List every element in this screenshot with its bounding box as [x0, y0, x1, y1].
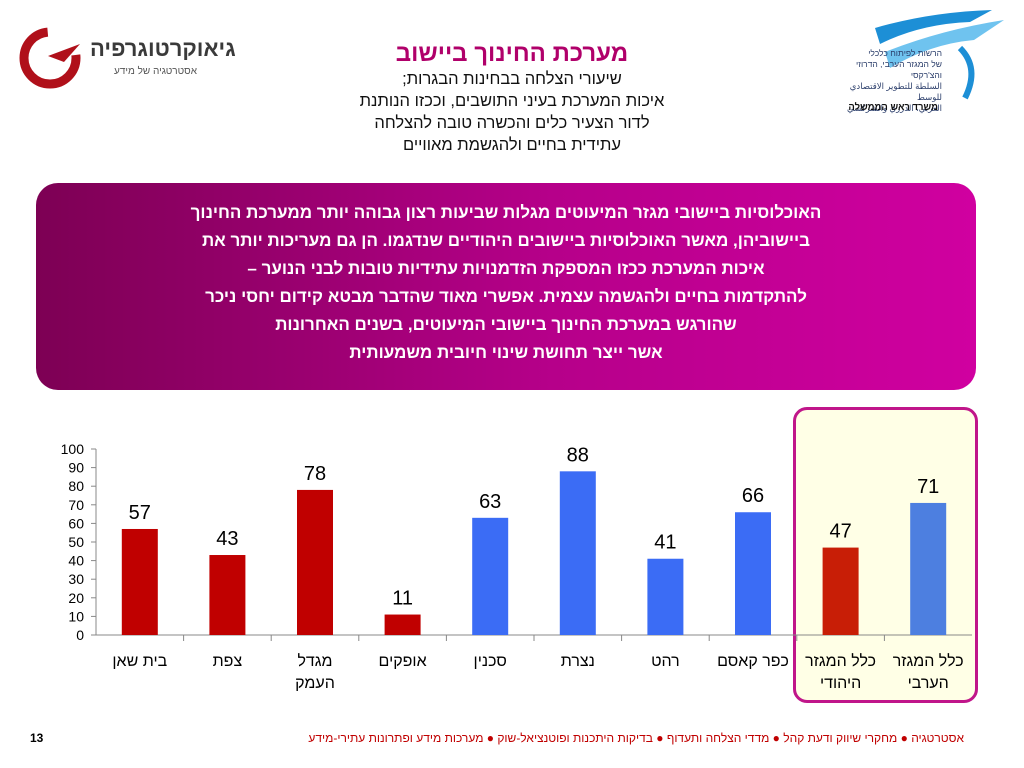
- bar: [472, 517, 509, 635]
- logo-brand-text: גיאוקרטוגרפיה: [90, 36, 236, 61]
- footer-services: אסטרטגיה ● מחקרי שיווק ודעת קהל ● מדדי ה…: [308, 731, 964, 745]
- bar: [121, 528, 158, 635]
- bar: [209, 555, 246, 635]
- category-label: הערבי: [908, 675, 949, 692]
- summary-line: האוכלוסיות ביישובי מגזר המיעוטים מגלות ש…: [190, 203, 822, 222]
- geocartography-logo: גיאוקרטוגרפיה אסטרטגיה של מידע: [18, 22, 248, 92]
- bar: [297, 489, 333, 635]
- y-tick-label: 60: [68, 515, 84, 531]
- data-label: 41: [654, 532, 676, 554]
- subtitle-line: עתידית בחיים ולהגשמת מאוויים: [403, 136, 621, 154]
- data-label: 57: [129, 502, 151, 524]
- summary-line: ביישוביהן, מאשר האוכלוסיות ביישובים היהו…: [201, 231, 811, 250]
- bar: [822, 547, 859, 635]
- logo-tagline: אסטרטגיה של מידע: [114, 66, 197, 77]
- category-label: כלל המגזר: [805, 652, 876, 670]
- subtitle-line: שיעורי הצלחה בבחינות הבגרות;: [402, 70, 622, 88]
- summary-banner: האוכלוסיות ביישובי מגזר המיעוטים מגלות ש…: [36, 183, 976, 390]
- data-label: 47: [829, 521, 851, 543]
- summary-line: אשר ייצר תחושת שינוי חיובית משמעותית: [349, 343, 663, 362]
- summary-line: להתקדמות בחיים ולהגשמה עצמית. אפשרי מאוד…: [205, 287, 807, 306]
- category-label: כפר קאסם: [717, 653, 789, 670]
- data-label: 11: [392, 588, 413, 610]
- y-tick-label: 100: [61, 441, 85, 457]
- category-label: העמק: [295, 675, 335, 692]
- data-label: 78: [304, 463, 326, 485]
- bar: [735, 512, 771, 635]
- category-label: היהודי: [820, 675, 861, 692]
- authority-name: הרשות לפיתוח כלכלי של המגזר הערבי, הדרוז…: [847, 48, 942, 113]
- category-label: רהט: [651, 653, 680, 670]
- slide-header: מערכת החינוך ביישוב שיעורי הצלחה בבחינות…: [262, 40, 762, 156]
- category-label: מגדל: [297, 652, 332, 670]
- y-tick-label: 40: [68, 553, 84, 569]
- summary-text: האוכלוסיות ביישובי מגזר המיעוטים מגלות ש…: [36, 183, 976, 367]
- y-tick-label: 0: [76, 627, 84, 643]
- authority-logo: הרשות לפיתוח כלכלי של המגזר הערבי, הדרוז…: [760, 8, 1010, 120]
- y-tick-label: 50: [68, 534, 84, 550]
- y-tick-label: 20: [68, 590, 84, 606]
- bar: [559, 471, 596, 635]
- y-tick-label: 90: [68, 460, 84, 476]
- authority-emblem-icon: [875, 10, 1004, 100]
- data-label: 71: [917, 476, 939, 498]
- bar: [384, 614, 421, 635]
- summary-line: שהורגש במערכת החינוך ביישובי המיעוטים, ב…: [275, 315, 737, 334]
- category-label: בית שאן: [112, 653, 167, 670]
- y-tick-label: 70: [68, 497, 84, 513]
- data-label: 63: [479, 491, 501, 513]
- geo-swoosh-icon: [19, 27, 81, 89]
- bar: [910, 502, 947, 635]
- ministry-label: משרד ראש הממשלה: [848, 102, 938, 113]
- category-label: כלל המגזר: [893, 652, 964, 670]
- data-label: 66: [742, 485, 764, 507]
- slide-title: מערכת החינוך ביישוב: [395, 40, 629, 67]
- y-tick-label: 10: [68, 608, 84, 624]
- subtitle-line: איכות המערכת בעיני התושבים, וככזו הנותנת: [359, 92, 665, 110]
- page-number: 13: [30, 731, 44, 745]
- data-label: 43: [216, 528, 238, 550]
- category-label: נצרת: [561, 653, 595, 670]
- y-tick-label: 30: [68, 571, 84, 587]
- summary-line: איכות המערכת ככזו המספקת הזדמנויות עתידי…: [247, 259, 765, 278]
- subtitle-line: לדור הצעיר כלים והכשרה טובה להצלחה: [374, 114, 650, 132]
- y-tick-label: 80: [68, 478, 84, 494]
- category-label: סכנין: [474, 653, 507, 670]
- bar: [647, 558, 684, 635]
- category-label: אופקים: [379, 653, 427, 670]
- data-label: 88: [567, 444, 589, 466]
- category-label: צפת: [213, 653, 243, 670]
